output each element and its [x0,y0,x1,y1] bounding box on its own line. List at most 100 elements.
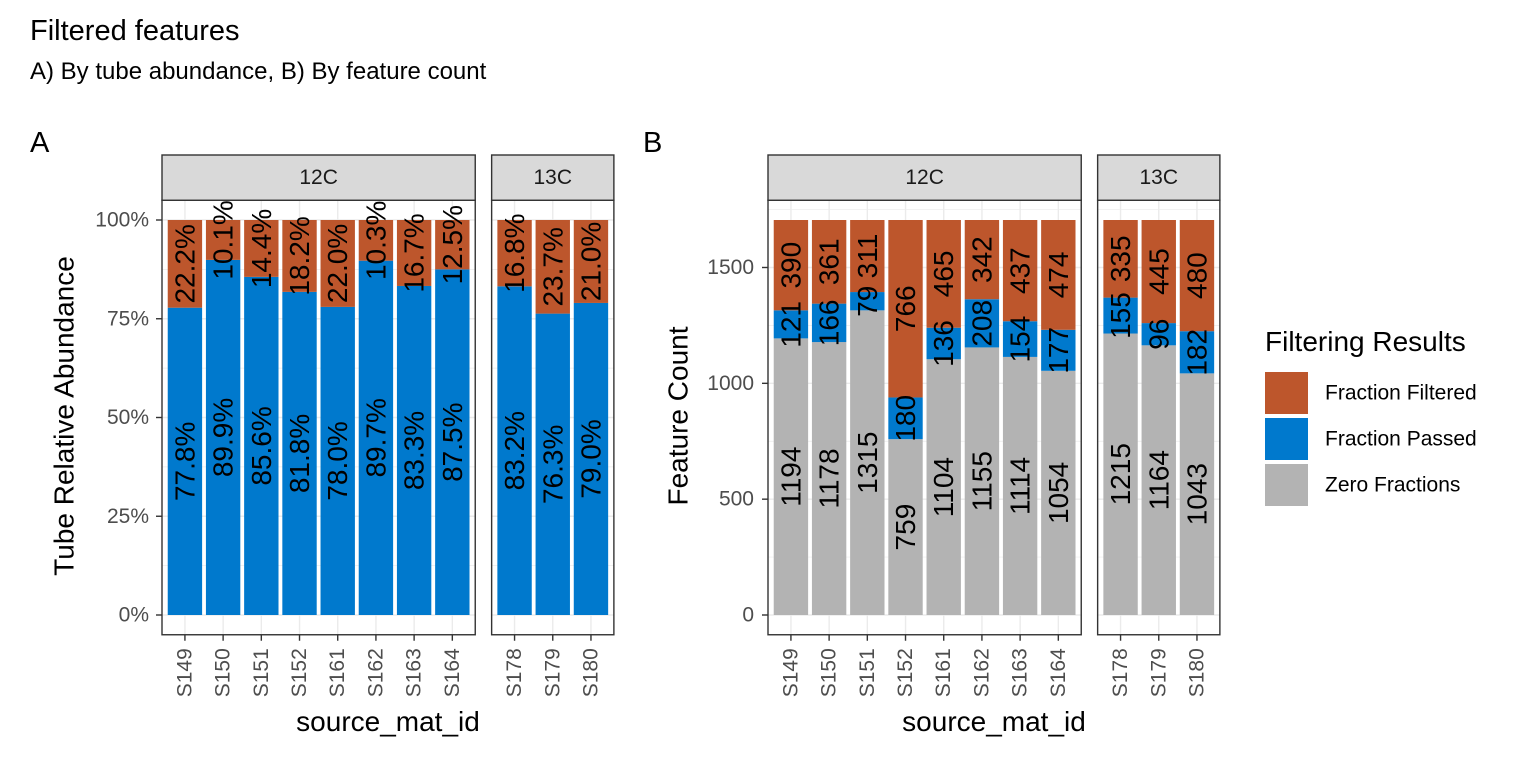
bar-segment-zero-fractions [850,310,885,615]
bar-segment-fraction-filtered [535,220,570,314]
bar-segment-fraction-passed [964,299,1000,348]
data-label-fraction-filtered: 23.7% [537,227,568,306]
bar-segment-fraction-filtered [358,220,394,261]
bar-segment-fraction-passed [535,313,570,615]
data-label-fraction-passed: 154 [1005,316,1036,363]
data-label-fraction-filtered: 16.7% [399,213,430,292]
legend-label-zero-fractions: Zero Fractions [1325,474,1460,497]
facet-strip [490,154,615,201]
bar-segment-zero-fractions [1179,373,1215,615]
data-label-fraction-filtered: 335 [1105,235,1136,282]
bar-segment-fraction-filtered [205,220,241,260]
bar-segment-fraction-filtered [282,220,317,292]
data-label-fraction-passed: 77.8% [169,422,200,501]
y-tick-label: 75% [107,307,149,330]
bar-segment-fraction-filtered [926,220,961,328]
legend: Filtering Results Fraction Filtered Frac… [1265,326,1477,506]
facet-strip [767,154,1082,201]
y-axis-a: 0% 25% 50% 75% 100% [95,209,162,627]
bar-segment-fraction-passed [1179,331,1215,374]
bar-segment-fraction-passed [773,310,809,339]
bar-s149: 77.8% 22.2% [167,220,203,615]
bar-segment-zero-fractions [773,338,809,615]
data-label-zero-fractions: 1114 [1005,457,1036,515]
facet-strip [1096,154,1221,201]
panel-a: 77.8% 22.2% 89.9% 10.1% 85.6% 14.4% 81.8% 18.2%… [95,154,615,697]
data-label-zero-fractions: 1178 [814,448,845,508]
y-tick-label: 50% [107,406,149,429]
y-tick-label: 1500 [707,256,754,279]
bar-segment-fraction-filtered [773,220,809,311]
bar-segment-fraction-filtered [850,220,885,293]
bar-segment-zero-fractions [888,439,923,615]
data-label-fraction-passed: 76.3% [537,425,568,504]
x-tick-label: S163 [1009,648,1032,697]
data-label-zero-fractions: 1043 [1181,463,1212,525]
legend-item-zero-fractions: Zero Fractions [1265,464,1460,506]
x-tick-label: S152 [288,648,311,697]
x-tick-label: S178 [503,648,526,697]
data-label-fraction-passed: 81.8% [284,414,315,493]
x-tick-label: S180 [579,648,602,697]
data-label-fraction-filtered: 16.8% [499,213,530,292]
data-label-fraction-passed: 208 [966,300,997,347]
bar-segment-fraction-passed [282,291,317,615]
y-tick-label: 100% [95,209,149,232]
bar-segment-fraction-filtered [1141,220,1176,324]
panel-b: 1194121390117816636113157931175918076611… [707,154,1221,697]
x-axis-title-a: source_mat_id [296,706,480,737]
bar-s152: 759 180 766 [888,220,923,615]
data-label-fraction-passed: 136 [928,320,959,367]
facet-strip-label: 13C [1139,166,1178,189]
x-tick-label: S149 [173,648,196,697]
data-label-zero-fractions: 1164 [1143,450,1174,510]
data-label-fraction-filtered: 766 [890,285,921,332]
data-label-fraction-passed: 166 [814,300,845,347]
bar-s180: 1043 182 480 [1179,220,1215,615]
legend-title: Filtering Results [1265,326,1466,357]
x-tick-label: S178 [1109,648,1132,697]
data-label-zero-fractions: 1155 [966,451,997,511]
bar-s162: 89.7% 10.3% [358,201,394,615]
bar-segment-fraction-passed [573,302,609,615]
x-tick-label: S164 [1047,648,1070,697]
y-tick-label: 0 [742,604,754,627]
data-label-zero-fractions: 1104 [928,457,959,517]
bar-segment-fraction-passed [205,259,241,615]
bar-segment-fraction-filtered [1002,220,1038,322]
y-axis-title-b: Feature Count [663,326,694,505]
bar-segment-fraction-filtered [244,220,279,277]
legend-item-fraction-filtered: Fraction Filtered [1265,372,1477,414]
data-label-fraction-passed: 89.9% [208,398,239,477]
bar-s151: 1315 79 311 [850,220,885,615]
bar-s163: 83.3% 16.7% [396,213,432,615]
bar-segment-fraction-passed [244,276,279,615]
data-label-fraction-filtered: 21.0% [575,222,606,301]
bar-s178: 83.2% 16.8% [497,213,532,615]
y-tick-label: 500 [719,488,754,511]
bar-segment-zero-fractions [1041,370,1076,615]
facet-strip-label: 12C [299,166,338,189]
x-tick-label: S161 [932,648,955,697]
bar-segment-fraction-passed [167,307,203,615]
data-label-fraction-filtered: 474 [1043,252,1074,299]
facet-strip-label: 12C [905,166,944,189]
x-axis-title-b: source_mat_id [902,706,1086,737]
x-tick-label: S151 [856,648,879,697]
data-label-zero-fractions: 1215 [1105,443,1136,505]
y-tick-label: 25% [107,505,149,528]
bar-segment-zero-fractions [964,347,1000,615]
y-tick-label: 1000 [707,372,754,395]
x-tick-label: S151 [250,648,273,697]
data-label-zero-fractions: 1054 [1043,462,1074,524]
y-axis-b: 0 500 1000 1500 [707,256,768,627]
bar-s179: 1164 96 445 [1141,220,1176,615]
bar-segment-fraction-passed [435,269,470,615]
data-label-fraction-passed: 121 [775,301,806,348]
bar-s179: 76.3% 23.7% [535,220,570,615]
data-label-fraction-filtered: 342 [966,236,997,283]
data-label-fraction-filtered: 445 [1143,248,1174,295]
legend-item-fraction-passed: Fraction Passed [1265,418,1477,460]
data-label-fraction-filtered: 12.5% [437,205,468,284]
data-label-fraction-passed: 83.2% [499,411,530,490]
